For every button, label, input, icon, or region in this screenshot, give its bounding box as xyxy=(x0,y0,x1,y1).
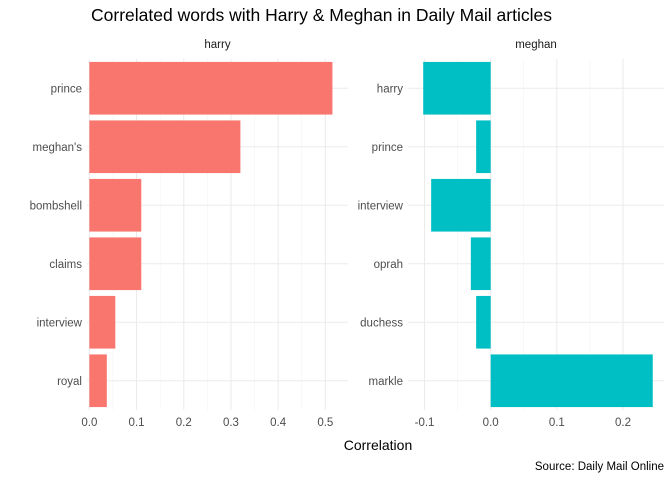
bar-interview[interactable] xyxy=(431,178,491,232)
bar-duchess[interactable] xyxy=(476,295,491,349)
x-tick-label: 0.2 xyxy=(615,417,631,429)
panel-strip-label: meghan xyxy=(515,39,557,51)
y-tick-label: prince xyxy=(51,83,82,95)
x-tick-label: -0.1 xyxy=(415,417,435,429)
bar-claims[interactable] xyxy=(89,237,142,291)
x-tick-label: 0.3 xyxy=(223,417,239,429)
bar-prince[interactable] xyxy=(476,120,491,174)
panel-strip-label: harry xyxy=(204,39,230,51)
y-tick-label: prince xyxy=(372,142,403,154)
bar-bombshell[interactable] xyxy=(89,178,142,232)
panel-meghan: meghan harry prince interview oprah duchess ma… xyxy=(358,39,664,429)
y-tick-label: bombshell xyxy=(30,200,82,212)
y-tick-label: interview xyxy=(358,200,404,212)
bar-meghans[interactable] xyxy=(89,120,241,174)
bar-oprah[interactable] xyxy=(470,237,491,291)
y-tick-label: royal xyxy=(57,376,82,388)
bar-prince[interactable] xyxy=(89,61,333,115)
y-tick-label: harry xyxy=(377,83,403,95)
bar-harry[interactable] xyxy=(423,61,491,115)
x-tick-label: 0.5 xyxy=(317,417,333,429)
x-tick-label: 0.0 xyxy=(483,417,499,429)
bar-markle[interactable] xyxy=(490,354,653,408)
x-tick-label: 0.1 xyxy=(129,417,145,429)
chart-title: Correlated words with Harry & Meghan in … xyxy=(91,5,552,25)
chart-caption: Source: Daily Mail Online xyxy=(535,461,664,473)
x-tick-label: 0.0 xyxy=(81,417,97,429)
y-tick-label: duchess xyxy=(360,317,403,329)
y-tick-label: markle xyxy=(368,376,403,388)
y-tick-label: meghan's xyxy=(32,142,82,154)
x-axis-title: Correlation xyxy=(344,437,412,453)
y-tick-label: oprah xyxy=(374,259,403,271)
x-tick-label: 0.4 xyxy=(270,417,287,429)
bar-interview[interactable] xyxy=(89,295,116,349)
y-tick-label: claims xyxy=(49,259,82,271)
panel-harry: harry prince meghan's bombshell claims interv… xyxy=(30,39,348,429)
bar-royal[interactable] xyxy=(89,354,107,408)
x-tick-label: 0.1 xyxy=(549,417,565,429)
y-tick-label: interview xyxy=(37,317,83,329)
x-tick-label: 0.2 xyxy=(176,417,192,429)
